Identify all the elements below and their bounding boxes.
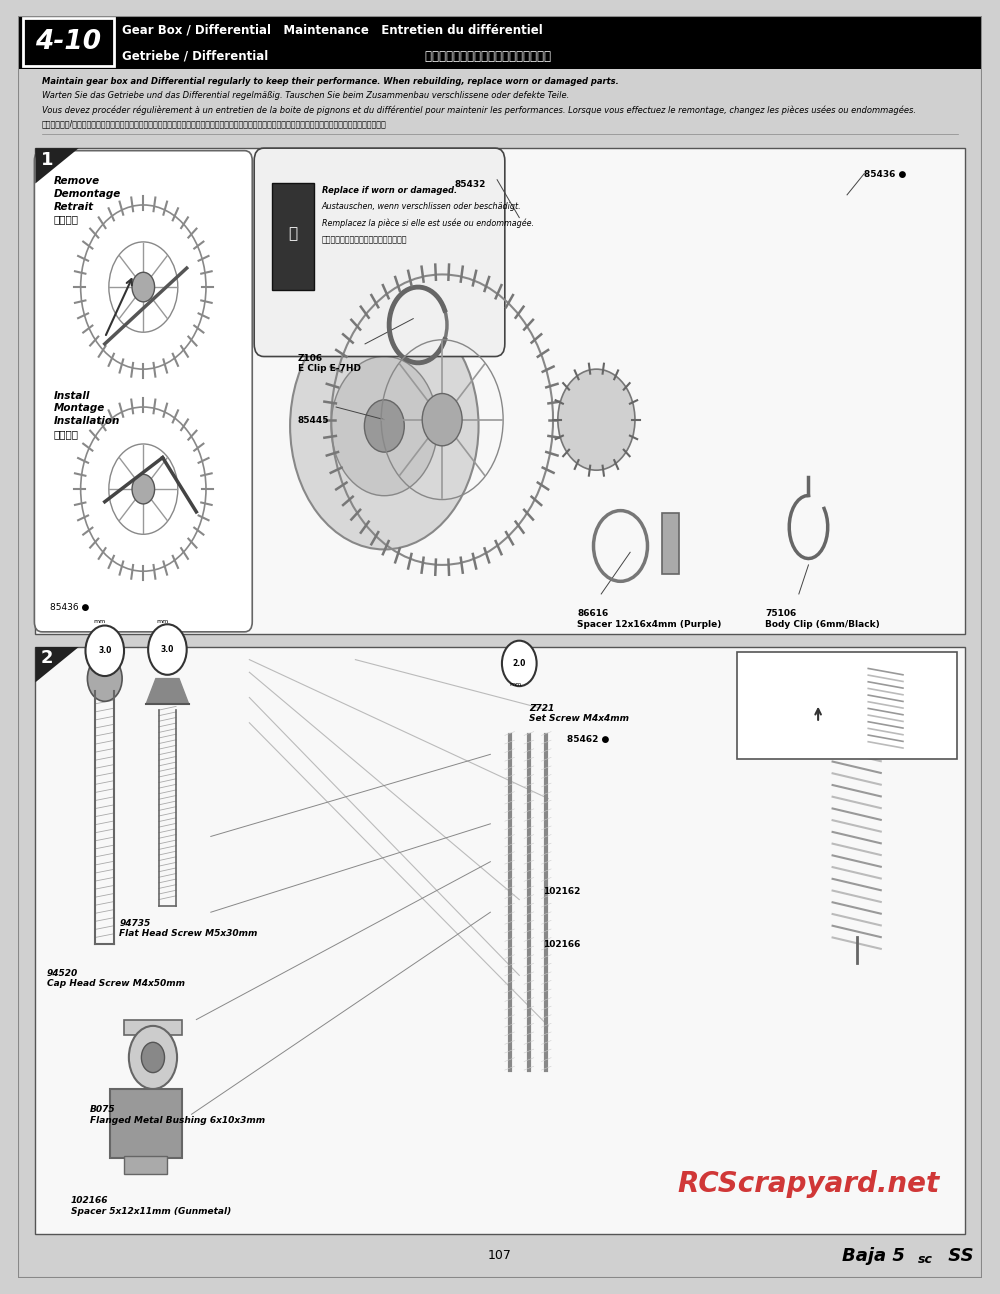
Text: Getriebe / Differential                                      ギアボックス、デフギアのメンテナンス: Getriebe / Differential ギアボックス、デフギアのメンテナ… [122, 50, 551, 63]
Text: 85436 ●: 85436 ● [864, 170, 907, 179]
Text: 2.0: 2.0 [513, 659, 526, 668]
Circle shape [148, 624, 187, 674]
Text: 75106
Body Clip (6mm/Black): 75106 Body Clip (6mm/Black) [765, 609, 880, 629]
Text: Remove
Demontage
Retrait
取り外し: Remove Demontage Retrait 取り外し [54, 176, 121, 224]
Circle shape [85, 625, 124, 675]
Text: mm: mm [509, 682, 522, 687]
Circle shape [132, 475, 155, 503]
Bar [35, 647, 965, 1234]
Circle shape [364, 400, 404, 452]
Text: 102162: 102162 [543, 886, 581, 895]
Text: Install
Montage
Installation
取り付け: Install Montage Installation 取り付け [54, 391, 120, 439]
Text: 102166
Spacer 5x12x11mm (Gunmetal): 102166 Spacer 5x12x11mm (Gunmetal) [71, 1197, 231, 1216]
Text: 94735
Flat Head Screw M5x30mm: 94735 Flat Head Screw M5x30mm [119, 919, 258, 938]
Text: B075
Flanged Metal Bushing 6x10x3mm: B075 Flanged Metal Bushing 6x10x3mm [90, 1105, 265, 1124]
Circle shape [558, 369, 635, 470]
Bar [124, 1156, 167, 1174]
Text: 2: 2 [41, 650, 53, 668]
Bar [662, 514, 679, 573]
Polygon shape [35, 647, 79, 682]
FancyBboxPatch shape [272, 184, 314, 290]
Circle shape [132, 272, 155, 302]
Text: 1: 1 [41, 150, 53, 168]
Circle shape [290, 303, 479, 550]
Text: 3.0: 3.0 [98, 646, 111, 655]
Text: sc: sc [917, 1253, 932, 1266]
Text: Z106
E Clip E-7HD: Z106 E Clip E-7HD [298, 355, 361, 374]
Text: mm: mm [94, 620, 106, 624]
Text: 85445: 85445 [298, 415, 329, 424]
Text: Austauschen, wenn verschlissen oder beschädigt.: Austauschen, wenn verschlissen oder besc… [322, 202, 521, 211]
Text: 94520
Cap Head Screw M4x50mm: 94520 Cap Head Screw M4x50mm [47, 969, 185, 989]
FancyBboxPatch shape [737, 652, 957, 760]
Text: 3.0: 3.0 [161, 644, 174, 653]
Text: Replace if worn or damaged.: Replace if worn or damaged. [322, 186, 457, 195]
Text: SS: SS [942, 1246, 973, 1264]
Text: Maintain gear box and Differential regularly to keep their performance. When reb: Maintain gear box and Differential regul… [42, 78, 619, 87]
FancyBboxPatch shape [34, 150, 252, 631]
Circle shape [87, 656, 122, 701]
Bar [23, 18, 114, 66]
Bar [124, 1020, 182, 1035]
Text: mm: mm [156, 620, 169, 624]
Bar [35, 148, 965, 634]
Text: 102166: 102166 [543, 939, 581, 949]
Circle shape [331, 356, 438, 496]
Text: Gear Box / Differential   Maintenance   Entretien du différentiel: Gear Box / Differential Maintenance Entr… [122, 23, 543, 38]
Circle shape [129, 1026, 177, 1090]
FancyBboxPatch shape [254, 148, 505, 357]
Text: 85436 ●: 85436 ● [50, 603, 89, 612]
Polygon shape [146, 678, 189, 704]
Text: Z721
Set Screw M4x4mm: Z721 Set Screw M4x4mm [529, 704, 629, 723]
Circle shape [141, 1042, 165, 1073]
Text: ギアボックス/デフがスムーズに動くように定期的にメンテナンスを行います。各パーツを分解清澄、摩耗や硟裂がないかチェックし、必要があれば交換します。: ギアボックス/デフがスムーズに動くように定期的にメンテナンスを行います。各パーツ… [42, 119, 387, 128]
Text: Vous devez procéder régulièrement à un entretien de la boite de pignons et du di: Vous devez procéder régulièrement à un e… [42, 105, 916, 115]
Text: 107: 107 [488, 1249, 512, 1262]
Text: 摩耗、破損している場合は交換します。: 摩耗、破損している場合は交換します。 [322, 236, 407, 245]
Text: Baja 5: Baja 5 [842, 1246, 905, 1264]
Text: 86616
Spacer 12x16x4mm (Purple): 86616 Spacer 12x16x4mm (Purple) [577, 609, 721, 629]
Circle shape [502, 641, 537, 686]
Bar [18, 16, 982, 69]
Circle shape [422, 393, 462, 446]
Text: Remplacez la pièce si elle est usée ou endommagée.: Remplacez la pièce si elle est usée ou e… [322, 219, 534, 228]
Text: 85462 ●: 85462 ● [567, 735, 610, 744]
Text: 🔧: 🔧 [288, 226, 297, 242]
Bar [110, 1090, 182, 1158]
Text: RCScrapyard.net: RCScrapyard.net [677, 1170, 940, 1198]
Text: Warten Sie das Getriebe und das Differential regelmäßig. Tauschen Sie beim Zusam: Warten Sie das Getriebe und das Differen… [42, 92, 569, 101]
Text: 4-10: 4-10 [35, 28, 101, 56]
Polygon shape [35, 148, 79, 184]
Text: 85432: 85432 [455, 180, 486, 189]
